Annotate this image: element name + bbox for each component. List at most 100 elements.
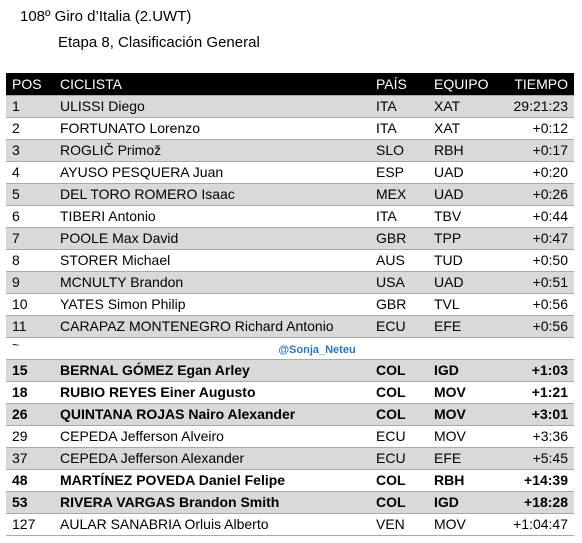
table-row: 6 TIBERI Antonio ITA TBV +0:44 xyxy=(6,205,574,228)
cell-team: UAD xyxy=(424,183,496,206)
cell-rider: CEPEDA Jefferson Alexander xyxy=(54,447,370,470)
cell-team: RBH xyxy=(424,469,496,492)
cell-team: TVL xyxy=(424,293,496,316)
cell-country: MEX xyxy=(370,183,424,206)
cell-time: +0:26 xyxy=(496,183,574,206)
cell-country: ECU xyxy=(370,425,424,448)
table-row: 7 POOLE Max David GBR TPP +0:47 xyxy=(6,227,574,250)
cell-rider: TIBERI Antonio xyxy=(54,205,370,228)
column-header-pos: POS xyxy=(12,75,42,92)
cell-rider: FORTUNATO Lorenzo xyxy=(54,117,370,140)
cell-team: EFE xyxy=(424,315,496,338)
cell-team: MOV xyxy=(424,381,496,404)
cell-time: +3:36 xyxy=(496,425,574,448)
cell-country: SLO xyxy=(370,139,424,162)
cell-country: VEN xyxy=(370,513,424,536)
cell-time: +0:20 xyxy=(496,161,574,184)
cell-rider: ROGLIČ Primož xyxy=(54,139,370,162)
page-subtitle: Etapa 8, Clasificación General xyxy=(58,34,260,51)
cell-rider: YATES Simon Philip xyxy=(54,293,370,316)
cell-rider: AULAR SANABRIA Orluis Alberto xyxy=(54,513,370,536)
cell-pos: 37 xyxy=(6,447,54,470)
cell-team: XAT xyxy=(424,94,496,118)
cell-rider: ULISSI Diego xyxy=(54,94,370,118)
cell-country: ECU xyxy=(370,447,424,470)
cell-team: MOV xyxy=(424,425,496,448)
cell-rider: STORER Michael xyxy=(54,249,370,272)
cell-team: RBH xyxy=(424,139,496,162)
separator-row: ~ @Sonja_Neteu xyxy=(6,337,574,360)
cell-team: TPP xyxy=(424,227,496,250)
cell-country: ESP xyxy=(370,161,424,184)
cell-team: MOV xyxy=(424,513,496,536)
cell-country: COL xyxy=(370,491,424,514)
cell-pos: 53 xyxy=(6,491,54,514)
cell-time: +5:45 xyxy=(496,447,574,470)
table-row: 5 DEL TORO ROMERO Isaac MEX UAD +0:26 xyxy=(6,183,574,206)
cell-pos: 9 xyxy=(6,271,54,294)
cell-pos: 3 xyxy=(6,139,54,162)
table-row: 2 FORTUNATO Lorenzo ITA XAT +0:12 xyxy=(6,117,574,140)
table-row: 18 RUBIO REYES Einer Augusto COL MOV +1:… xyxy=(6,381,574,404)
cell-time: +1:04:47 xyxy=(496,513,574,536)
cell-country: COL xyxy=(370,469,424,492)
cell-country: COL xyxy=(370,359,424,382)
table-header-row: POS CICLISTA PAÍS EQUIPO TIEMPO xyxy=(6,73,574,95)
table-row: 48 MARTÍNEZ POVEDA Daniel Felipe COL RBH… xyxy=(6,469,574,492)
cell-time: +1:21 xyxy=(496,381,574,404)
cell-pos: 29 xyxy=(6,425,54,448)
cell-time: +0:47 xyxy=(496,227,574,250)
cell-pos: 10 xyxy=(6,293,54,316)
table-row: 9 MCNULTY Brandon USA UAD +0:51 xyxy=(6,271,574,294)
cell-country: ECU xyxy=(370,315,424,338)
cell-time: +18:28 xyxy=(496,491,574,514)
cell-pos: 127 xyxy=(6,513,54,536)
cell-time: +14:39 xyxy=(496,469,574,492)
cell-rider: AYUSO PESQUERA Juan xyxy=(54,161,370,184)
cell-time: 29:21:23 xyxy=(496,94,574,118)
cell-rider: CARAPAZ MONTENEGRO Richard Antonio xyxy=(54,315,370,338)
cell-time: +0:17 xyxy=(496,139,574,162)
cell-time: +0:51 xyxy=(496,271,574,294)
classification-table: POS CICLISTA PAÍS EQUIPO TIEMPO 1 ULISSI… xyxy=(6,73,574,536)
cell-rider: BERNAL GÓMEZ Egan Arley xyxy=(54,359,370,382)
column-header-equipo: EQUIPO xyxy=(434,75,489,92)
cell-country: ITA xyxy=(370,94,424,118)
table-row: 8 STORER Michael AUS TUD +0:50 xyxy=(6,249,574,272)
cell-rider: MARTÍNEZ POVEDA Daniel Felipe xyxy=(54,469,370,492)
cell-pos: 7 xyxy=(6,227,54,250)
cell-pos: 26 xyxy=(6,403,54,426)
cell-team: MOV xyxy=(424,403,496,426)
cell-pos: 4 xyxy=(6,161,54,184)
separator-tilde: ~ xyxy=(6,337,54,360)
cell-rider: MCNULTY Brandon xyxy=(54,271,370,294)
column-header-tiempo: TIEMPO xyxy=(514,75,568,92)
table-row: 1 ULISSI Diego ITA XAT 29:21:23 xyxy=(6,94,574,118)
cell-country: AUS xyxy=(370,249,424,272)
column-header-pais: PAÍS xyxy=(376,75,407,92)
table-row: 53 RIVERA VARGAS Brandon Smith COL IGD +… xyxy=(6,491,574,514)
table-row: 11 CARAPAZ MONTENEGRO Richard Antonio EC… xyxy=(6,315,574,338)
table-row: 26 QUINTANA ROJAS Nairo Alexander COL MO… xyxy=(6,403,574,426)
cell-team: TBV xyxy=(424,205,496,228)
watermark-text: @Sonja_Neteu xyxy=(278,344,356,356)
cell-team: TUD xyxy=(424,249,496,272)
cell-rider: RIVERA VARGAS Brandon Smith xyxy=(54,491,370,514)
cell-time: +0:44 xyxy=(496,205,574,228)
table-row: 3 ROGLIČ Primož SLO RBH +0:17 xyxy=(6,139,574,162)
page-title: 108º Giro d’Italia (2.UWT) xyxy=(20,8,192,25)
cell-time: +1:03 xyxy=(496,359,574,382)
cell-rider: POOLE Max David xyxy=(54,227,370,250)
table-row: 10 YATES Simon Philip GBR TVL +0:56 xyxy=(6,293,574,316)
cell-pos: 11 xyxy=(6,315,54,338)
cell-team: UAD xyxy=(424,161,496,184)
cell-pos: 8 xyxy=(6,249,54,272)
cell-team: EFE xyxy=(424,447,496,470)
cell-time: +0:50 xyxy=(496,249,574,272)
cell-team: UAD xyxy=(424,271,496,294)
cell-time: +0:56 xyxy=(496,315,574,338)
cell-country: GBR xyxy=(370,227,424,250)
cell-rider: RUBIO REYES Einer Augusto xyxy=(54,381,370,404)
cell-country: GBR xyxy=(370,293,424,316)
cell-pos: 48 xyxy=(6,469,54,492)
